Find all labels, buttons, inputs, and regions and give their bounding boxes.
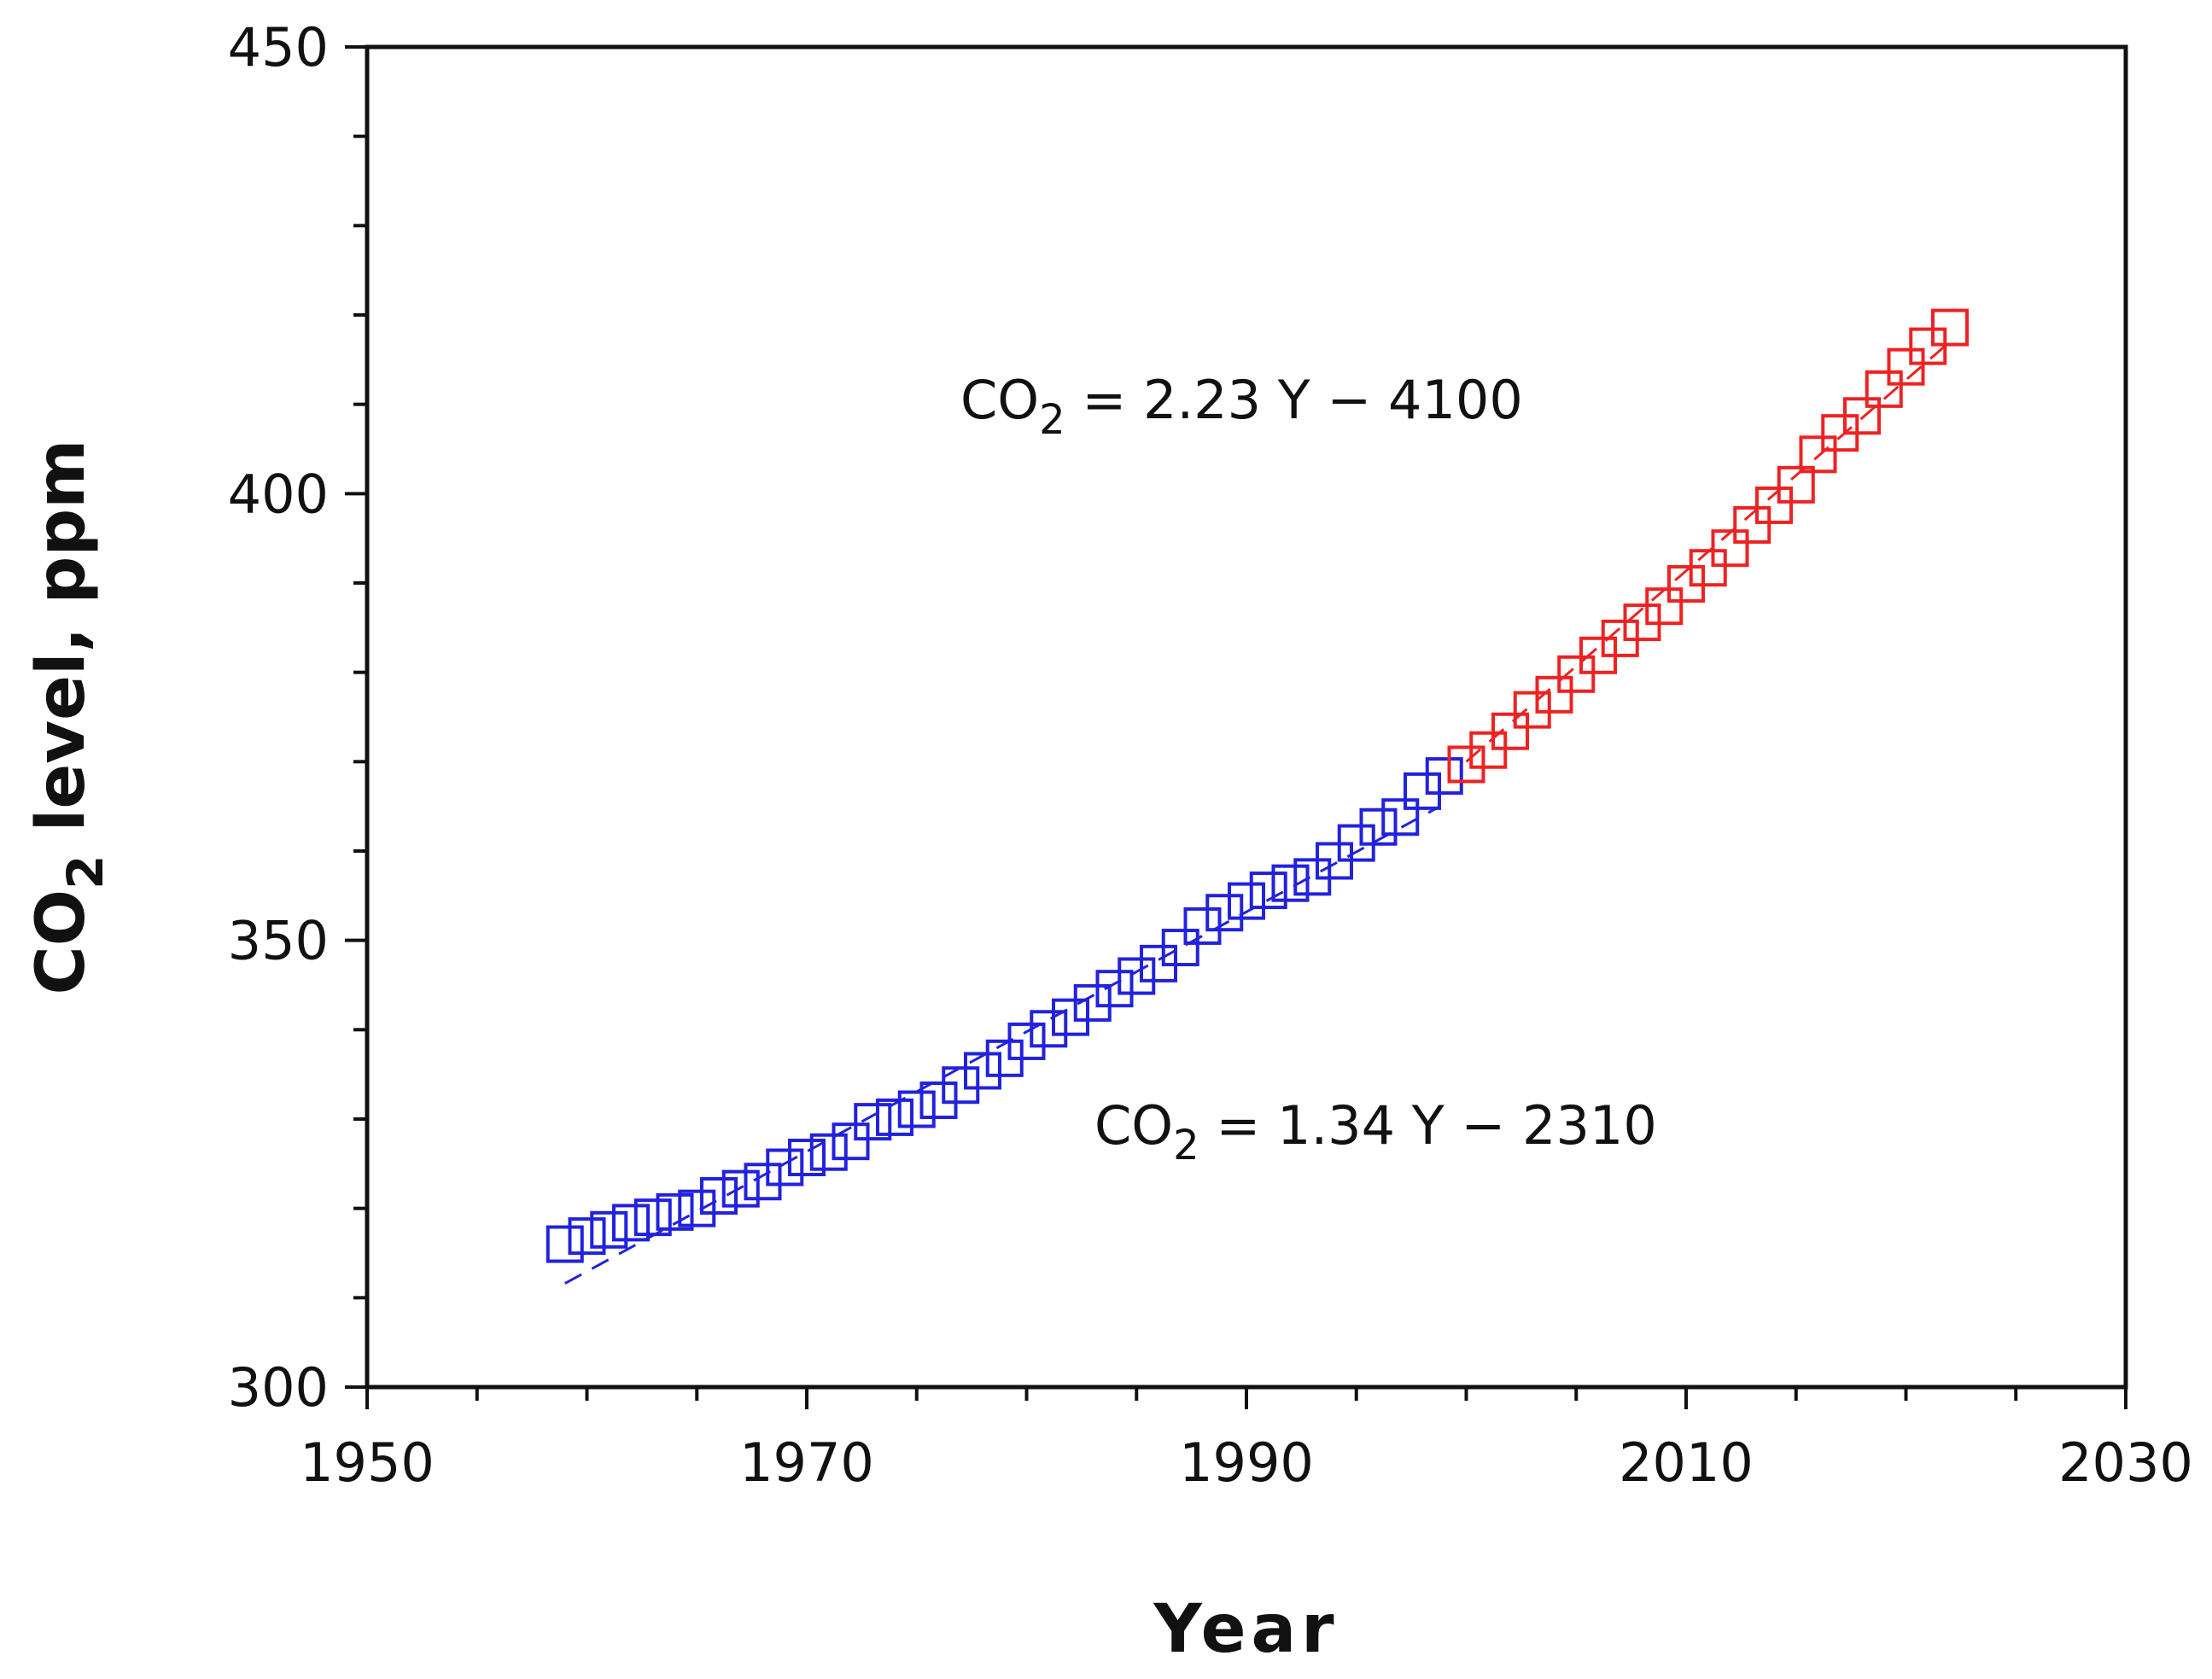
data-point	[568, 1217, 606, 1256]
y-tick-label: 400	[228, 463, 329, 525]
data-point	[1799, 435, 1837, 474]
data-point	[876, 1098, 913, 1136]
y-tick-label: 450	[228, 16, 329, 79]
data-point	[1271, 864, 1310, 902]
x-tick-label: 1950	[300, 1431, 435, 1494]
data-point	[1205, 894, 1244, 932]
x-tick-label: 1990	[1179, 1431, 1314, 1494]
data-point	[1689, 549, 1727, 587]
data-point	[656, 1192, 694, 1231]
data-point	[1513, 691, 1551, 729]
data-point	[546, 1225, 584, 1263]
data-points	[546, 308, 1969, 1263]
data-point	[919, 1081, 958, 1120]
x-axis-title: Year	[1153, 1591, 1339, 1668]
data-point	[612, 1204, 650, 1242]
data-point	[1931, 308, 1969, 347]
data-point	[1733, 505, 1771, 544]
data-point	[809, 1133, 848, 1171]
data-point	[942, 1066, 980, 1105]
data-point	[1887, 347, 1925, 386]
data-point	[1359, 807, 1398, 846]
data-point	[1645, 587, 1684, 626]
data-point	[1381, 798, 1420, 837]
data-point	[1843, 397, 1881, 435]
data-point	[1425, 757, 1463, 796]
data-point	[1007, 1022, 1046, 1060]
data-point	[1535, 675, 1573, 714]
data-point	[1183, 907, 1222, 945]
data-point	[964, 1052, 1001, 1090]
equation-red: CO2 = 2.23 Y − 4100	[960, 369, 1523, 444]
data-point	[1249, 872, 1287, 910]
data-point	[1030, 1010, 1068, 1048]
data-point	[721, 1169, 760, 1208]
data-point	[1095, 970, 1134, 1008]
data-point	[1161, 929, 1199, 967]
data-point	[700, 1177, 738, 1216]
data-point	[832, 1122, 870, 1161]
data-point	[1052, 998, 1089, 1036]
axis-ticks: 1950 1970 1990 2010 2030 300 350 400 450	[228, 16, 2193, 1494]
data-point	[1491, 712, 1529, 750]
data-point	[854, 1103, 892, 1141]
data-point	[744, 1163, 782, 1201]
data-point	[1073, 983, 1112, 1022]
data-point	[590, 1210, 628, 1249]
data-point	[1755, 486, 1793, 524]
data-point	[766, 1148, 804, 1186]
x-tick-label: 2030	[2058, 1431, 2193, 1494]
data-point	[1865, 370, 1903, 408]
y-tick-label: 350	[228, 910, 329, 972]
data-point	[1228, 882, 1265, 920]
data-point	[897, 1090, 936, 1128]
data-point	[1447, 745, 1485, 784]
data-point	[1404, 772, 1441, 810]
data-point	[1777, 465, 1815, 504]
data-point	[1711, 529, 1749, 568]
equation-blue: CO2 = 1.34 Y − 2310	[1094, 1094, 1657, 1169]
plot-frame	[365, 44, 2128, 1390]
y-axis-title: CO2 level, ppm	[23, 440, 114, 995]
data-point	[678, 1189, 716, 1227]
x-tick-label: 1970	[739, 1431, 874, 1494]
data-point	[1118, 957, 1156, 995]
x-tick-label: 2010	[1619, 1431, 1754, 1494]
data-point	[788, 1139, 826, 1177]
data-point	[633, 1198, 672, 1237]
y-tick-label: 300	[228, 1356, 329, 1419]
